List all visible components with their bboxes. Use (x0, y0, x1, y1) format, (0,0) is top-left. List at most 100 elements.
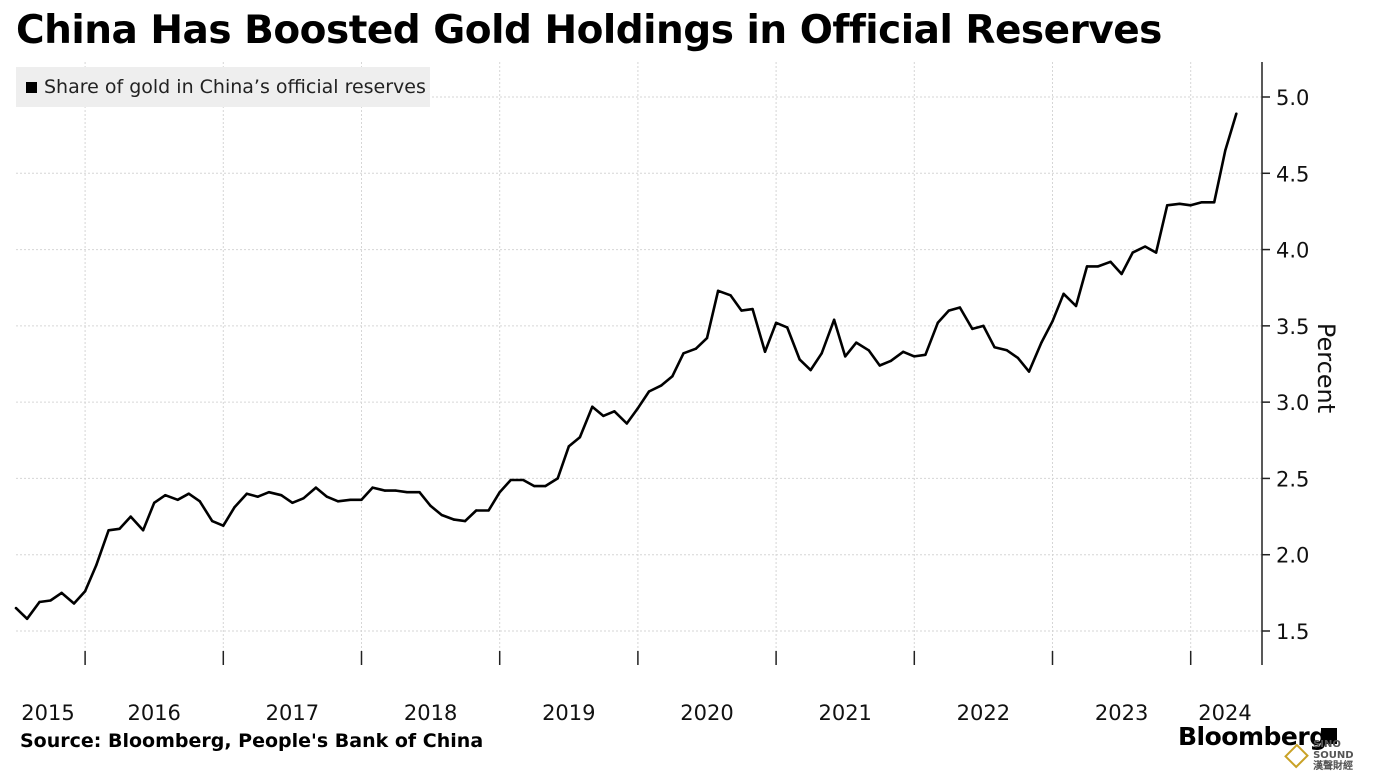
data-point (740, 309, 743, 312)
watermark: SINO SOUND 漢聲財經 (1284, 739, 1380, 772)
chart-title: China Has Boosted Gold Holdings in Offic… (16, 8, 1162, 53)
y-axis: 5.0 4.5 4.0 3.5 3.0 2.5 2.0 1.5 (1262, 86, 1309, 644)
data-point (544, 484, 547, 488)
data-point (129, 515, 132, 518)
data-point (256, 495, 260, 498)
data-point (636, 407, 640, 410)
data-point (1062, 292, 1065, 296)
x-axis: 2015 2016 2017 2018 2019 2020 2021 2022 2023 2024 (21, 651, 1252, 725)
data-point (429, 504, 432, 508)
data-point (405, 490, 409, 494)
data-point (49, 599, 52, 602)
data-point (902, 350, 905, 353)
data-point (855, 341, 858, 344)
data-point (498, 490, 501, 494)
data-point (475, 509, 478, 512)
data-point (360, 498, 363, 501)
data-point (602, 414, 605, 418)
data-point (682, 352, 685, 355)
bloomberg-logo: Bloomberg (1178, 722, 1327, 751)
data-point (1200, 201, 1203, 204)
source-note: Source: Bloomberg, People's Bank of Chin… (20, 730, 484, 752)
x-tick-label: 2024 (1198, 701, 1251, 725)
legend-swatch (26, 81, 37, 93)
data-point (25, 617, 29, 620)
data-point (1166, 204, 1169, 207)
data-point (625, 422, 629, 425)
data-point (913, 355, 916, 358)
watermark-diamond-icon (1284, 743, 1309, 768)
data-point (1154, 251, 1158, 254)
data-point (982, 324, 985, 328)
watermark-label: SINO SOUND (1313, 739, 1354, 761)
data-point (452, 518, 456, 521)
y-tick-label: 2.0 (1276, 544, 1309, 568)
data-point (774, 321, 778, 325)
data-point (198, 500, 202, 503)
data-point (280, 494, 283, 497)
data-point (1178, 202, 1181, 205)
data-point (878, 364, 881, 367)
x-tick-label: 2020 (680, 701, 733, 725)
data-point (314, 486, 318, 489)
series-line (14, 112, 1238, 621)
data-point (1027, 370, 1031, 373)
data-point (245, 492, 248, 495)
data-point (302, 497, 305, 500)
data-point (647, 390, 651, 393)
data-point (383, 489, 387, 492)
data-point (291, 501, 294, 505)
data-point (844, 355, 847, 358)
data-point (1143, 245, 1147, 248)
x-tick-label: 2019 (542, 701, 595, 725)
data-point (521, 478, 525, 482)
data-point (591, 405, 594, 408)
x-tick-label: 2017 (266, 701, 319, 725)
y-tick-label: 3.0 (1276, 391, 1309, 415)
data-point (1120, 272, 1123, 276)
data-point (1224, 149, 1227, 152)
data-point (889, 359, 893, 363)
data-point (567, 445, 570, 448)
y-axis-title: Percent (1312, 323, 1340, 413)
data-point (1109, 260, 1112, 263)
x-tick-label: 2016 (127, 701, 180, 725)
x-tick-label: 2015 (21, 701, 74, 725)
data-point (751, 307, 754, 311)
data-point (716, 289, 720, 292)
data-point (222, 524, 225, 527)
data-point (1235, 112, 1238, 115)
data-point (38, 600, 41, 604)
data-point (947, 309, 951, 312)
watermark-sub: 漢聲財經 (1313, 761, 1354, 772)
y-tick-label: 3.5 (1276, 315, 1309, 339)
data-point (440, 513, 443, 517)
y-tick-label: 2.5 (1276, 467, 1309, 491)
data-point (729, 294, 732, 297)
data-point (118, 527, 121, 530)
data-point (660, 384, 663, 387)
series-layer (14, 112, 1238, 621)
data-point (14, 606, 18, 610)
data-point (613, 410, 616, 413)
data-point (349, 498, 352, 501)
data-point (1016, 356, 1020, 360)
data-point (336, 500, 340, 503)
data-point (72, 602, 76, 605)
watermark-text: SINO SOUND 漢聲財經 (1313, 739, 1380, 772)
bloomberg-mark-icon (1321, 728, 1337, 744)
data-point (83, 590, 87, 593)
y-tick-label: 1.5 (1276, 620, 1309, 644)
data-point (153, 501, 156, 505)
data-point (785, 326, 789, 329)
data-point (60, 591, 63, 595)
x-tick-label: 2021 (818, 701, 871, 725)
data-point (671, 375, 674, 378)
legend-label: Share of gold in China’s official reserv… (44, 76, 426, 98)
data-point (325, 495, 329, 498)
data-point (211, 519, 214, 523)
data-point (1189, 204, 1192, 207)
data-point (1074, 304, 1078, 308)
x-tick-label: 2022 (957, 701, 1010, 725)
data-point (1131, 251, 1134, 254)
